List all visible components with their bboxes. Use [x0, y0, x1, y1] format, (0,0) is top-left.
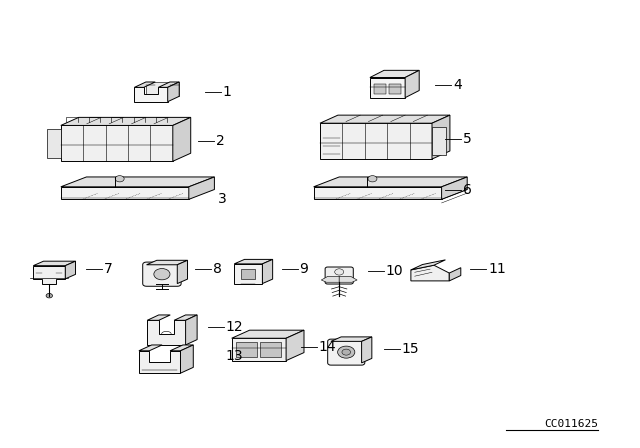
Polygon shape: [61, 187, 189, 199]
Text: 12: 12: [226, 320, 244, 334]
Polygon shape: [147, 320, 186, 345]
Polygon shape: [370, 78, 405, 98]
Text: 6: 6: [463, 183, 472, 198]
Text: 11: 11: [488, 262, 506, 276]
Polygon shape: [442, 177, 467, 199]
Polygon shape: [134, 82, 156, 87]
Text: CC011625: CC011625: [545, 419, 598, 429]
Polygon shape: [33, 266, 65, 284]
Polygon shape: [158, 82, 179, 87]
Polygon shape: [234, 264, 262, 284]
Polygon shape: [331, 337, 372, 341]
Text: 7: 7: [104, 262, 113, 276]
Polygon shape: [186, 315, 197, 345]
Text: 3: 3: [218, 192, 227, 207]
Text: 13: 13: [226, 349, 244, 363]
Polygon shape: [61, 125, 173, 161]
Polygon shape: [432, 127, 446, 155]
Bar: [241, 269, 255, 279]
Polygon shape: [234, 259, 273, 264]
Bar: [260, 342, 280, 357]
Text: 8: 8: [213, 262, 222, 276]
Text: 5: 5: [463, 132, 472, 146]
Polygon shape: [314, 187, 442, 199]
Polygon shape: [411, 260, 445, 270]
Polygon shape: [262, 259, 273, 284]
Polygon shape: [314, 177, 467, 187]
Polygon shape: [405, 70, 419, 98]
Polygon shape: [33, 261, 76, 266]
Circle shape: [46, 293, 52, 298]
Polygon shape: [180, 345, 193, 373]
Polygon shape: [65, 261, 76, 279]
Polygon shape: [449, 267, 461, 281]
Text: 4: 4: [453, 78, 462, 92]
Circle shape: [338, 346, 355, 358]
Circle shape: [342, 349, 351, 355]
Polygon shape: [286, 330, 304, 361]
Polygon shape: [147, 260, 188, 265]
Polygon shape: [139, 351, 180, 373]
Text: 14: 14: [319, 340, 337, 354]
Text: 10: 10: [386, 264, 404, 278]
Polygon shape: [321, 276, 339, 282]
Polygon shape: [174, 315, 197, 320]
Polygon shape: [173, 117, 191, 161]
Circle shape: [115, 176, 124, 182]
Bar: [388, 83, 401, 94]
Text: 15: 15: [402, 342, 420, 357]
Polygon shape: [146, 82, 179, 96]
Polygon shape: [168, 82, 179, 102]
FancyBboxPatch shape: [143, 262, 181, 286]
FancyBboxPatch shape: [325, 267, 353, 284]
Polygon shape: [320, 115, 450, 123]
Circle shape: [154, 268, 170, 280]
Polygon shape: [411, 265, 449, 281]
Circle shape: [335, 269, 344, 275]
Polygon shape: [370, 70, 419, 78]
Polygon shape: [232, 338, 286, 361]
Polygon shape: [61, 177, 214, 187]
Polygon shape: [177, 260, 188, 284]
Polygon shape: [189, 177, 214, 199]
Text: 9: 9: [300, 262, 308, 276]
Polygon shape: [61, 117, 191, 125]
Polygon shape: [139, 345, 162, 351]
FancyBboxPatch shape: [328, 339, 365, 365]
Polygon shape: [339, 276, 357, 282]
Polygon shape: [362, 337, 372, 363]
Text: 2: 2: [216, 134, 225, 148]
Polygon shape: [432, 115, 450, 159]
Polygon shape: [147, 315, 170, 320]
Text: 1: 1: [223, 85, 232, 99]
Polygon shape: [134, 87, 168, 102]
Polygon shape: [47, 129, 61, 158]
Circle shape: [368, 176, 377, 182]
Bar: [236, 342, 257, 357]
Polygon shape: [232, 330, 304, 338]
Bar: [374, 83, 387, 94]
Polygon shape: [320, 123, 432, 159]
Polygon shape: [170, 345, 193, 351]
